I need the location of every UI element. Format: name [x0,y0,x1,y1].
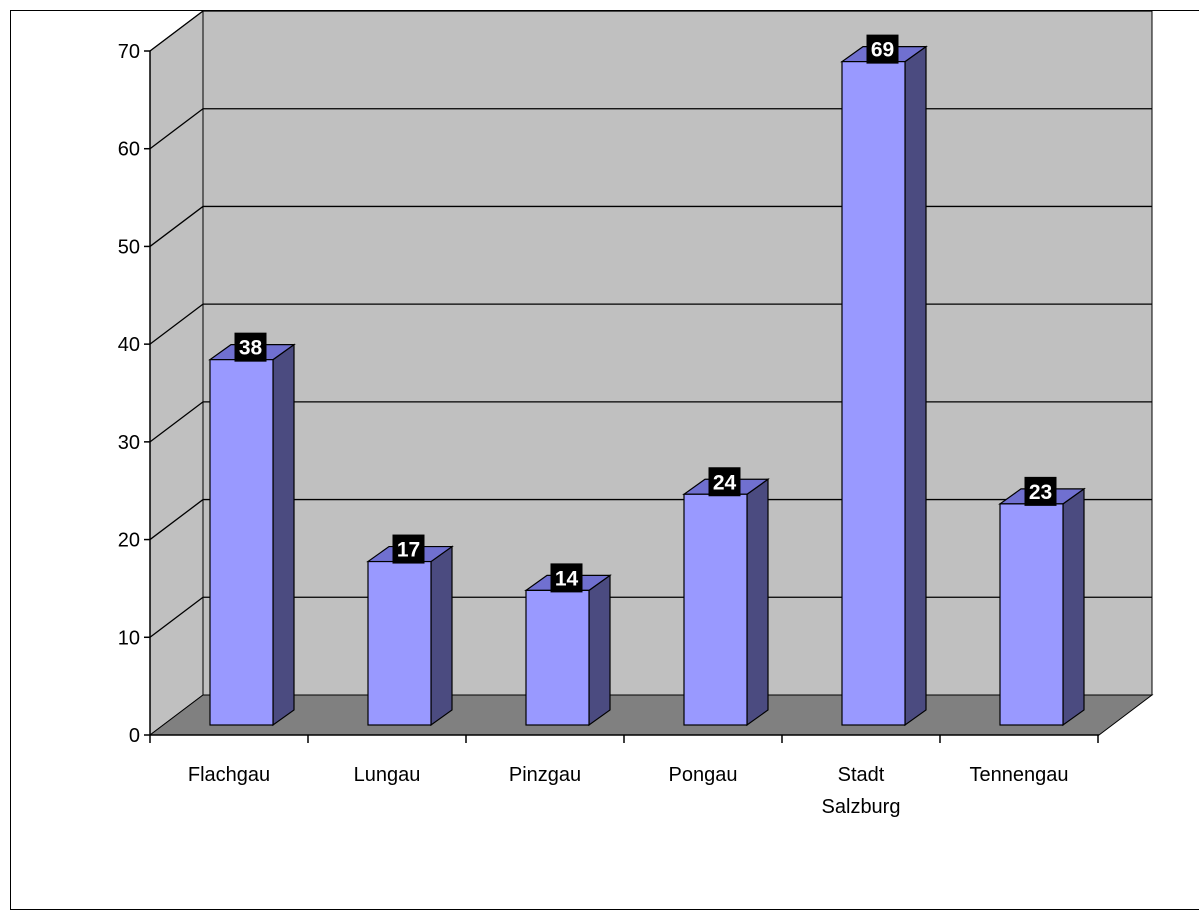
data-labels: 38 17 14 24 69 23 [234,34,1057,593]
bar-side-face [430,545,453,727]
data-label: 14 [550,563,583,593]
y-tick-label: 10 [118,627,140,649]
x-axis-ticks: Flachgau Lungau Pinzgau Pongau Stadt Salzburg… [149,735,1099,818]
data-label: 24 [708,467,741,497]
gridline [149,108,1152,150]
bar [998,487,1086,727]
x-tick-label: Pinzgau [509,764,581,786]
bar-front-face [683,493,748,726]
y-tick-label: 50 [118,236,140,258]
data-label: 23 [1024,476,1057,506]
y-axis-ticks: 0 10 20 30 40 50 60 70 [118,41,150,747]
bar-front-face [367,560,432,726]
x-tick-label: Pongau [669,764,738,786]
x-tick-label: Flachgau [188,764,270,786]
bar-side-face [272,343,295,727]
data-label-text: 38 [239,337,263,360]
back-wall [202,10,1153,696]
data-label-text: 14 [555,567,579,590]
y-tick-label: 20 [118,530,140,552]
bar [524,574,612,727]
chart-walls [148,9,1154,737]
data-label-box [708,467,741,497]
bar-side-face [588,574,611,727]
data-label-box [1024,476,1057,506]
data-label-text: 17 [397,539,420,562]
x-tick-label: Stadt [838,764,885,786]
y-tick-label: 40 [118,334,140,356]
data-label-text: 69 [871,39,894,62]
gridline [149,401,1152,443]
bars [208,45,1086,727]
bar-front-face [209,359,274,726]
bar [208,343,296,727]
x-tick-label: Salzburg [822,796,901,818]
x-tick-label: Lungau [354,764,421,786]
bar-side-face [904,45,927,727]
bar-front-face [999,503,1064,726]
data-label-box [550,563,583,593]
data-label-text: 23 [1029,481,1052,504]
gridline [149,205,1152,247]
bar-chart: 0 10 20 30 40 50 60 70 Flachgau Lungau Pinzgau Pon… [118,9,1154,818]
data-label-box [392,534,425,564]
gridline [149,303,1152,345]
gridline [149,10,1152,52]
x-tick-label: Tennengau [970,764,1069,786]
bar [840,45,928,727]
left-wall [149,9,204,737]
gridlines [149,10,1152,638]
bar-side-face [1062,487,1085,727]
bar [366,545,454,727]
bar-front-face [525,589,590,726]
data-label-box [866,34,899,64]
y-tick-label: 0 [129,725,140,747]
bar-side-face [746,478,769,727]
y-tick-label: 60 [118,139,140,161]
data-label-box [234,332,267,362]
data-label: 17 [392,534,425,564]
data-label-text: 24 [713,471,737,494]
bar [682,478,770,727]
data-label: 38 [234,332,267,362]
bar-front-face [841,61,906,726]
gridline [149,596,1152,638]
data-label: 69 [866,34,899,64]
gridline [149,498,1152,541]
y-tick-label: 30 [118,432,140,454]
y-tick-label: 70 [118,41,140,63]
